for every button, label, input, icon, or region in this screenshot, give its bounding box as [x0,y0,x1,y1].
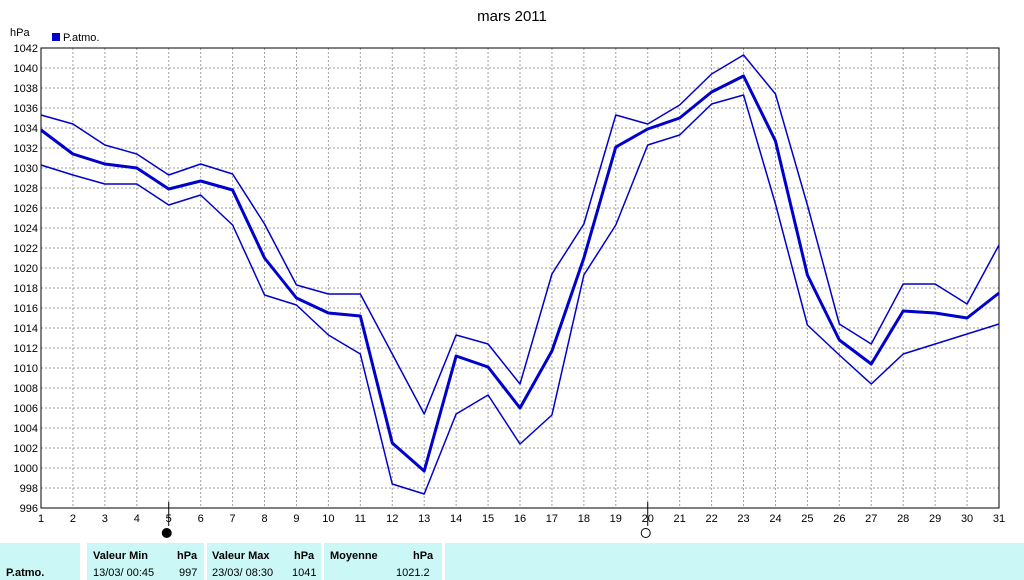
y-tick-label: 996 [20,503,38,515]
y-tick-labels: 996 998 1000 1002 1004 1006 1008 1010 1012 1014 10… [14,43,38,515]
new-moon-icon [161,528,172,538]
stats-empty-box [445,543,1024,580]
stats-min-unit: hPa [177,550,198,562]
x-tick-label: 21 [674,513,686,525]
legend-swatch [52,33,60,41]
y-tick-label: 1028 [14,183,38,195]
x-tick-label: 30 [961,513,973,525]
stats-avg-unit: hPa [413,550,434,562]
x-tick-label: 13 [418,513,430,525]
series-line-avg [40,74,1000,473]
x-tick-label: 24 [769,513,781,525]
y-tick-label: 1032 [14,143,38,155]
full-moon-icon [640,528,651,538]
x-tick-label: 17 [546,513,558,525]
y-tick-label: 1000 [14,463,38,475]
stats-min-header: Valeur Min [93,550,149,562]
y-tick-label: 1042 [14,43,38,55]
y-tick-label: 1034 [14,123,38,135]
y-tick-label: 1024 [14,223,38,235]
x-tick-label: 23 [737,513,749,525]
stats-max-unit: hPa [294,550,315,562]
plot-frame [40,47,1000,509]
x-tick-label: 26 [833,513,845,525]
x-tick-label: 16 [514,513,526,525]
y-tick-label: 1038 [14,83,38,95]
y-tick-label: 1004 [14,423,38,435]
y-tick-label: 1012 [14,343,38,355]
y-tick-label: 1014 [14,323,38,335]
y-tick-label: 1002 [14,443,38,455]
x-tick-label: 14 [450,513,462,525]
x-tick-label: 8 [261,513,267,525]
stats-avg-header: Moyenne [330,550,378,562]
x-tick-label: 2 [70,513,76,525]
y-tick-label: 1026 [14,203,38,215]
x-tick-label: 4 [134,513,140,525]
stats-panel: P.atmo. Valeur Min hPa 13/03/ 00:45 997 … [0,543,1024,580]
x-tick-label: 6 [198,513,204,525]
stats-min-box: Valeur Min hPa 13/03/ 00:45 997 [87,543,204,580]
x-tick-label: 9 [293,513,299,525]
stats-max-datetime: 23/03/ 08:30 [212,567,274,579]
x-tick-label: 22 [705,513,717,525]
x-tick-label: 15 [482,513,494,525]
series-lines [40,54,1000,495]
series-line-max [40,54,1000,415]
pressure-chart: mars 2011 hPa P.atmo. 996 998 1000 1002 1004… [10,8,1005,538]
stats-avg-box: Moyenne hPa 1021.2 [324,543,442,580]
moon-phase-markers [161,502,651,538]
chart-title: mars 2011 [477,8,547,25]
x-tick-label: 7 [230,513,236,525]
grid [41,48,999,508]
x-tick-label: 1 [38,513,44,525]
y-tick-label: 1020 [14,263,38,275]
y-tick-label: 1030 [14,163,38,175]
y-tick-label: 1008 [14,383,38,395]
stats-avg-value: 1021.2 [396,567,430,579]
stats-row-label: P.atmo. [6,567,45,579]
legend-label: P.atmo. [63,32,100,44]
x-tick-label: 12 [386,513,398,525]
y-tick-label: 998 [20,483,38,495]
x-tick-labels: 1234567891011121314151617181920212223242… [38,513,1005,525]
y-tick-label: 1036 [14,103,38,115]
x-tick-label: 19 [610,513,622,525]
x-tick-label: 10 [322,513,334,525]
y-tick-label: 1022 [14,243,38,255]
y-tick-label: 1006 [14,403,38,415]
x-tick-label: 25 [801,513,813,525]
x-tick-label: 28 [897,513,909,525]
stats-row-label-box: P.atmo. [0,543,80,580]
y-tick-label: 1010 [14,363,38,375]
y-tick-label: 1016 [14,303,38,315]
x-tick-label: 18 [578,513,590,525]
x-tick-label: 31 [993,513,1005,525]
x-tick-label: 27 [865,513,877,525]
series-line-min [40,94,1000,495]
stats-min-datetime: 13/03/ 00:45 [93,567,155,579]
stats-max-value: 1041 [292,567,317,579]
x-tick-label: 3 [102,513,108,525]
x-tick-label: 29 [929,513,941,525]
axes [40,47,1000,509]
y-axis-unit-label: hPa [10,27,30,39]
stats-min-value: 997 [179,567,198,579]
stats-max-header: Valeur Max [212,550,270,562]
x-tick-label: 11 [355,513,366,525]
y-tick-label: 1018 [14,283,38,295]
stats-max-box: Valeur Max hPa 23/03/ 08:30 1041 [207,543,321,580]
y-tick-label: 1040 [14,63,38,75]
